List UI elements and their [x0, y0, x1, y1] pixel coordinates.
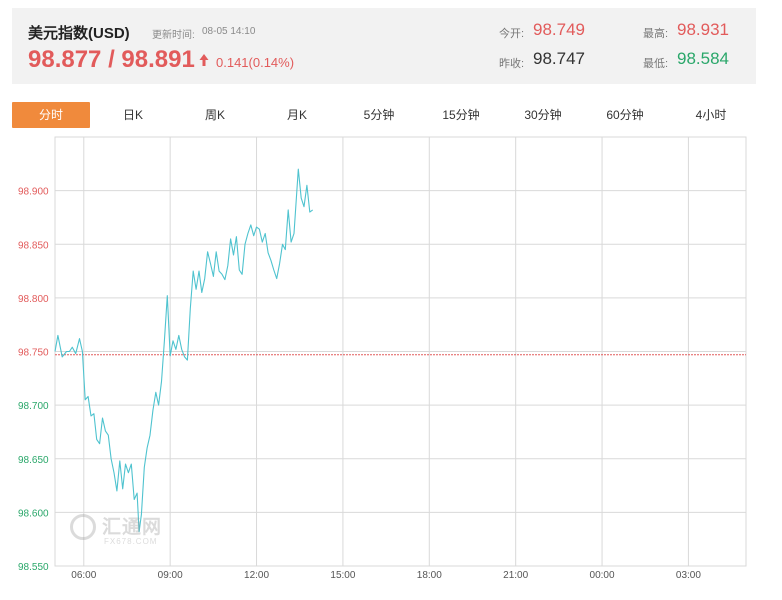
series-layer — [54, 168, 314, 533]
y-tick-label: 98.600 — [18, 508, 49, 519]
watermark-circle-icon — [70, 514, 96, 540]
tab-daily-k[interactable]: 日K — [122, 108, 143, 122]
tab-15min[interactable]: 15分钟 — [442, 108, 480, 122]
up-arrow-icon — [199, 54, 209, 66]
low-label: 最低: — [643, 58, 669, 70]
tab-timeshare[interactable]: 分时 — [12, 102, 90, 128]
tab-weekly-k[interactable]: 周K — [204, 108, 225, 122]
x-axis: 06:00 09:00 12:00 15:00 18:00 21:00 00:00 03:00 — [71, 570, 701, 581]
y-tick-label: 98.850 — [18, 240, 49, 251]
update-time-value: 08-05 14:10 — [202, 26, 256, 37]
tab-4hour[interactable]: 4小时 — [695, 108, 727, 122]
watermark-text: 汇通网 — [102, 517, 163, 538]
y-tick-label: 98.650 — [18, 455, 49, 466]
x-tick-label: 12:00 — [244, 570, 269, 581]
tab-5min[interactable]: 5分钟 — [363, 108, 395, 122]
high-value: 98.931 — [677, 20, 729, 39]
y-tick-label: 98.750 — [18, 348, 49, 359]
quote-panel: 美元指数(USD) 更新时间: 08-05 14:10 98.877 / 98.… — [12, 8, 756, 84]
update-time-label: 更新时间: — [152, 30, 195, 41]
high-label: 最高: — [643, 28, 669, 40]
tab-30min[interactable]: 30分钟 — [524, 108, 562, 122]
watermark-logo: 汇通网 FX678.COM — [70, 512, 170, 552]
price-change: 0.141(0.14%) — [216, 55, 295, 70]
x-tick-label: 00:00 — [590, 570, 615, 581]
prev-close-value: 98.747 — [533, 49, 585, 68]
period-tabs: 分时 日K 周K 月K 5分钟 15分钟 30分钟 60分钟 4小时 — [12, 102, 756, 128]
x-tick-label: 06:00 — [71, 570, 96, 581]
bid-ask-price: 98.877 / 98.891 — [28, 46, 195, 73]
tab-60min[interactable]: 60分钟 — [606, 108, 644, 122]
y-tick-label: 98.550 — [18, 562, 49, 573]
y-tick-label: 98.900 — [18, 187, 49, 198]
open-value: 98.749 — [533, 20, 585, 39]
instrument-title: 美元指数(USD) — [28, 25, 130, 42]
x-tick-label: 21:00 — [503, 570, 528, 581]
x-tick-label: 18:00 — [417, 570, 442, 581]
y-tick-label: 98.700 — [18, 401, 49, 412]
low-value: 98.584 — [677, 49, 729, 68]
open-label: 今开: — [499, 28, 525, 40]
x-tick-label: 03:00 — [676, 570, 701, 581]
grid — [54, 136, 747, 567]
tab-monthly-k[interactable]: 月K — [286, 108, 307, 122]
x-tick-label: 15:00 — [330, 570, 355, 581]
y-axis: 98.900 98.850 98.800 98.750 98.700 98.650 98.6… — [18, 187, 49, 573]
y-tick-label: 98.800 — [18, 294, 49, 305]
price-series-line — [54, 168, 314, 533]
prev-close-label: 昨收: — [499, 58, 525, 70]
x-tick-label: 09:00 — [158, 570, 183, 581]
watermark-subtext: FX678.COM — [104, 537, 158, 546]
